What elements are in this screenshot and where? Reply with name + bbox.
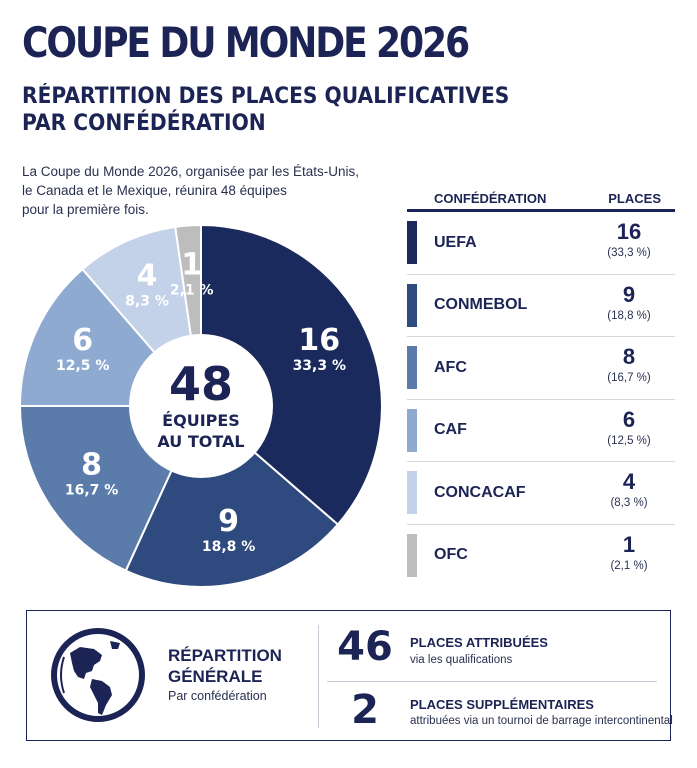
color-swatch-concacaf — [407, 471, 417, 514]
places-value-uefa: 16 — [616, 219, 642, 244]
subtitle-line-1: RÉPARTITION DES PLACES QUALIFICATIVES — [22, 84, 510, 109]
donut-slice-uefa — [200, 223, 383, 526]
donut-slice-conmebol — [124, 404, 340, 588]
intro-text: La Coupe du Monde 2026, organisée par le… — [22, 162, 382, 219]
table-row-uefa: UEFA 16 (33,3 %) — [407, 212, 675, 275]
globe-americas-icon — [51, 628, 145, 722]
subtitle-line-2: PAR CONFÉDÉRATION — [22, 111, 266, 136]
horizontal-divider — [327, 681, 657, 682]
intro-line-3: pour la première fois. — [22, 202, 149, 217]
places-cell-afc: 8 (16,7 %) — [599, 344, 659, 386]
summary-panel: RÉPARTITION GÉNÉRALE Par confédération 4… — [26, 610, 673, 741]
slice-percent-label-afc: 16,7 % — [65, 482, 118, 498]
places-percent-ofc: (2,1 %) — [610, 559, 648, 572]
places-percent-concacaf: (8,3 %) — [610, 497, 648, 509]
slice-percent-label-conmebol: 18,8 % — [202, 539, 255, 555]
stat-extra-number: 2 — [351, 687, 379, 733]
places-value-conmebol: 9 — [622, 281, 636, 307]
center-label-line-1: ÉQUIPES — [162, 411, 240, 430]
confederation-name-ofc: OFC — [434, 546, 468, 564]
confederation-name-uefa: UEFA — [434, 233, 477, 251]
places-percent-uefa: (33,3 %) — [607, 247, 651, 259]
places-value-ofc: 1 — [622, 531, 636, 557]
summary-subtitle: Par confédération — [168, 689, 267, 703]
stat-extra-title: PLACES SUPPLÉMENTAIRES — [410, 697, 594, 712]
confederation-name-caf: CAF — [434, 421, 467, 439]
stat-allocated-subtitle: via les qualifications — [410, 654, 513, 666]
confederation-table: CONFÉDÉRATION PLACES UEFA 16 (33,3 %) CONME… — [407, 187, 675, 586]
places-cell-ofc: 1 (2,1 %) — [599, 532, 659, 574]
header-places: PLACES — [608, 190, 661, 206]
table-row-caf: CAF 6 (12,5 %) — [407, 400, 675, 462]
color-swatch-caf — [407, 408, 417, 452]
intro-line-2: le Canada et le Mexique, réunira 48 équi… — [22, 183, 287, 198]
places-cell-caf: 6 (12,5 %) — [599, 407, 659, 449]
center-label-line-2: AU TOTAL — [157, 432, 244, 451]
table-header: CONFÉDÉRATION PLACES — [407, 187, 675, 212]
color-swatch-conmebol — [407, 283, 417, 327]
slice-value-label-conmebol: 9 — [218, 504, 239, 539]
places-cell-uefa: 16 (33,3 %) — [599, 219, 659, 261]
slice-percent-label-concacaf: 8,3 % — [125, 294, 169, 310]
table-row-conmebol: CONMEBOL 9 (18,8 %) — [407, 275, 675, 337]
table-row-ofc: OFC 1 (2,1 %) — [407, 525, 675, 587]
slice-value-label-uefa: 16 — [298, 323, 340, 358]
stat-allocated-number: 46 — [337, 624, 393, 670]
donut-hole — [129, 334, 273, 478]
summary-title: RÉPARTITION GÉNÉRALE — [168, 645, 282, 687]
summary-title-line-2: GÉNÉRALE — [168, 667, 263, 686]
places-percent-conmebol: (18,8 %) — [607, 309, 651, 322]
header-confederation: CONFÉDÉRATION — [434, 190, 547, 206]
slice-value-label-concacaf: 4 — [137, 259, 158, 294]
color-swatch-afc — [407, 346, 417, 389]
confederation-name-concacaf: CONCACAF — [434, 483, 526, 501]
places-value-caf: 6 — [622, 406, 636, 432]
table-row-afc: AFC 8 (16,7 %) — [407, 337, 675, 400]
stat-extra-subtitle: attribuées via un tournoi de barrage int… — [410, 715, 673, 727]
places-value-afc: 8 — [622, 344, 636, 369]
places-cell-conmebol: 9 (18,8 %) — [599, 282, 659, 324]
page-subtitle: RÉPARTITION DES PLACES QUALIFICATIVES PA… — [22, 83, 537, 137]
slice-percent-label-uefa: 33,3 % — [293, 358, 346, 374]
places-value-concacaf: 4 — [622, 469, 636, 494]
slice-value-label-caf: 6 — [72, 323, 93, 358]
table-row-concacaf: CONCACAF 4 (8,3 %) — [407, 462, 675, 525]
color-swatch-ofc — [407, 533, 417, 577]
center-total-number: 48 — [169, 357, 233, 411]
vertical-divider — [318, 625, 319, 728]
confederation-name-afc: AFC — [434, 358, 467, 376]
summary-title-line-1: RÉPARTITION — [168, 646, 282, 665]
places-percent-afc: (16,7 %) — [607, 372, 651, 384]
slice-value-label-ofc: 1 — [181, 247, 202, 282]
slice-value-label-afc: 8 — [81, 447, 102, 482]
places-percent-caf: (12,5 %) — [607, 434, 651, 447]
table-body: UEFA 16 (33,3 %) CONMEBOL 9 (18,8 %) AFC 8 (16,7… — [407, 212, 675, 586]
confederation-name-conmebol: CONMEBOL — [434, 296, 528, 314]
color-swatch-uefa — [407, 221, 417, 264]
page-title: COUPE DU MONDE 2026 — [22, 18, 470, 67]
stat-allocated-title: PLACES ATTRIBUÉES — [410, 635, 548, 650]
slice-percent-label-ofc: 2,1 % — [170, 282, 214, 298]
intro-line-1: La Coupe du Monde 2026, organisée par le… — [22, 164, 359, 179]
places-cell-concacaf: 4 (8,3 %) — [599, 469, 659, 511]
slice-percent-label-caf: 12,5 % — [56, 358, 109, 374]
